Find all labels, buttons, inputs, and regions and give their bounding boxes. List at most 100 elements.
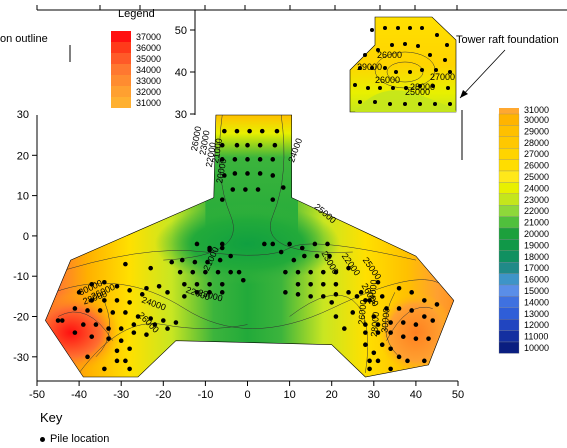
colorbar-swatch	[498, 341, 520, 354]
pile-marker	[110, 310, 116, 315]
pile-marker	[278, 249, 284, 255]
x-tick-label: 30	[368, 389, 380, 401]
pile-marker	[434, 302, 440, 307]
pile-marker	[375, 330, 381, 335]
tower-raft-pile	[370, 66, 374, 70]
pile-marker	[325, 241, 330, 247]
pile-marker	[409, 308, 414, 313]
pile-marker	[422, 298, 427, 303]
pile-marker	[89, 281, 95, 287]
pile-marker	[89, 334, 95, 339]
pile-marker	[272, 142, 278, 148]
tower-raft-contour	[386, 61, 424, 83]
y-tick-label-partial: 30	[17, 109, 29, 121]
pile-marker	[346, 290, 351, 295]
x-tick-label: 10	[283, 389, 295, 401]
tower-raft-pile	[445, 43, 449, 47]
pile-marker	[308, 294, 313, 299]
tower-raft-pile	[416, 44, 420, 48]
contour-label-1: 26000	[189, 125, 203, 151]
pile-marker	[131, 322, 137, 327]
pile-marker	[219, 197, 225, 202]
tower-raft-green-band	[355, 90, 457, 112]
colorbar-swatch	[498, 216, 520, 229]
pile-marker	[358, 290, 364, 295]
pile-marker	[247, 128, 252, 134]
pile-marker	[139, 292, 145, 297]
pile-marker	[173, 320, 179, 325]
contour-label-19: 26000	[356, 299, 368, 325]
colorbar-swatch	[498, 159, 520, 172]
colorbar-swatch	[498, 262, 520, 274]
tower-raft-label: 26000	[375, 75, 400, 85]
tower-raft-pile	[433, 102, 437, 106]
pile-marker	[232, 171, 238, 176]
inset-legend-swatch	[111, 97, 131, 108]
pile-marker	[245, 171, 250, 176]
pile-marker	[131, 330, 137, 335]
inset-y-tick-label: 50	[175, 25, 187, 37]
pile-marker	[350, 310, 356, 315]
pile-marker	[207, 290, 212, 295]
pile-marker	[430, 318, 436, 323]
inset-y-tick-label: 30	[175, 109, 187, 121]
colorbar-swatch	[498, 319, 520, 331]
pile-marker	[219, 281, 225, 287]
colorbar-label: 28000	[524, 138, 549, 148]
inset-legend-title: Legend	[118, 8, 155, 20]
pile-marker	[179, 257, 185, 263]
pile-marker	[314, 253, 320, 259]
pile-marker	[257, 142, 263, 148]
pile-marker	[85, 308, 90, 313]
colorbar-label: 11000	[524, 332, 548, 342]
pile-marker	[240, 277, 246, 283]
pile-marker	[363, 330, 368, 335]
tower-raft-pile	[370, 28, 374, 32]
pile-marker	[375, 322, 381, 327]
pile-marker	[400, 320, 406, 325]
inset-legend-swatch	[111, 42, 131, 53]
pile-marker	[85, 354, 90, 360]
pile-marker	[156, 283, 162, 289]
pile-dot-icon	[40, 436, 45, 442]
pile-marker	[72, 306, 78, 311]
pile-marker	[114, 348, 120, 354]
pile-marker	[371, 350, 377, 356]
pile-marker	[144, 286, 149, 291]
pile-marker	[219, 290, 225, 295]
pile-marker	[367, 366, 372, 372]
pile-marker	[255, 187, 261, 192]
pile-marker	[333, 269, 339, 275]
pile-marker	[363, 322, 368, 327]
colorbar-swatch	[498, 250, 520, 263]
pile-marker	[342, 326, 347, 331]
pile-marker	[236, 269, 242, 275]
pile-marker	[396, 286, 402, 291]
pile-marker	[190, 269, 196, 275]
colorbar-label: 30000	[524, 115, 549, 125]
pile-marker	[379, 342, 385, 348]
tower-raft-pile	[448, 70, 452, 74]
pile-marker	[123, 358, 128, 364]
colorbar-swatch	[498, 239, 520, 251]
pile-marker	[89, 298, 95, 303]
y-tick-label: -10	[13, 271, 29, 283]
pile-marker	[228, 253, 233, 259]
tower-raft-pile	[378, 86, 382, 90]
tower-raft-label: Tower raft foundation	[456, 34, 559, 46]
pile-marker	[144, 332, 149, 337]
colorbar-swatch	[498, 284, 520, 297]
inset-legend-label: 37000	[136, 32, 161, 42]
tower-raft-label: 28000	[410, 82, 435, 92]
pile-marker	[102, 298, 107, 303]
colorbar-swatch	[498, 193, 520, 206]
pile-marker	[302, 253, 307, 259]
colorbar-swatch	[498, 148, 520, 160]
pile-marker	[280, 185, 286, 190]
pile-marker	[295, 269, 301, 275]
inset-legend-swatch	[111, 86, 131, 97]
pile-marker	[295, 292, 301, 297]
tower-raft-pile	[403, 102, 407, 106]
tower-raft-label: 29000	[357, 62, 382, 72]
